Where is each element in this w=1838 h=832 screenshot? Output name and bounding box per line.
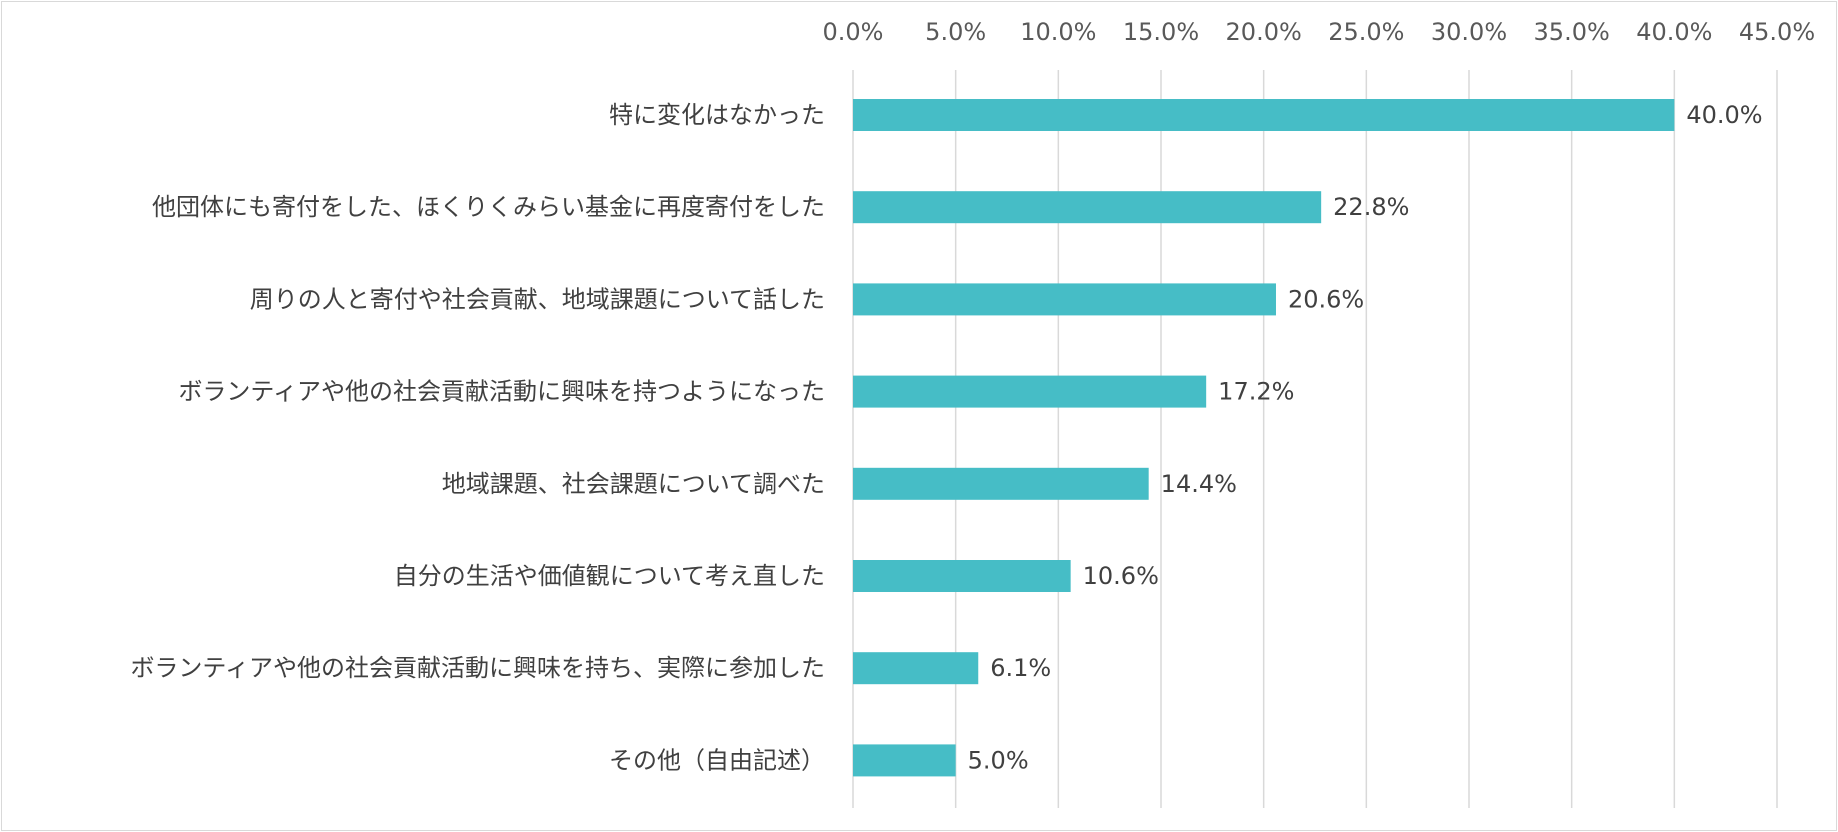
x-tick-label: 25.0% [1328,18,1404,46]
data-label: 20.6% [1288,285,1364,313]
data-label: 17.2% [1218,378,1294,406]
category-label: 他団体にも寄付をした、ほくりくみらい基金に再度寄付をした [152,193,825,221]
x-axis-tick-labels: 0.0% 5.0% 10.0% 15.0% 20.0% 25.0% 30.0% 35.0% 40… [823,18,1816,46]
bars [853,99,1675,777]
category-label: 特に変化はなかった [609,101,825,129]
data-label: 40.0% [1686,101,1762,129]
bar [853,744,956,777]
category-label: 周りの人と寄付や社会貢献、地域課題について話した [250,285,825,313]
bar [853,99,1675,131]
data-label: 10.6% [1083,562,1159,590]
data-label: 14.4% [1161,470,1237,498]
gridlines [852,70,1778,808]
x-tick-label: 40.0% [1636,18,1712,46]
x-tick-label: 0.0% [823,18,884,46]
bar [853,652,979,685]
x-tick-label: 10.0% [1020,18,1096,46]
x-tick-label: 35.0% [1534,18,1610,46]
category-label: その他（自由記述） [609,746,825,774]
category-label: ボランティアや他の社会貢献活動に興味を持ち、実際に参加した [130,654,825,682]
x-tick-label: 15.0% [1123,18,1199,46]
x-tick-label: 20.0% [1226,18,1302,46]
data-label: 22.8% [1333,193,1409,221]
x-tick-label: 30.0% [1431,18,1507,46]
x-tick-label: 5.0% [925,18,986,46]
data-labels: 40.0% 22.8% 20.6% 17.2% 14.4% 10.6% 6.1% 5.0% [968,101,1763,774]
category-label: 地域課題、社会課題について調べた [442,470,825,498]
bar [853,467,1149,500]
bar [853,375,1207,408]
x-tick-label: 45.0% [1739,18,1815,46]
bar [853,283,1276,316]
bar [853,191,1322,224]
category-label: ボランティアや他の社会貢献活動に興味を持つようになった [178,378,825,406]
data-label: 6.1% [990,654,1051,682]
category-label: 自分の生活や価値観について考え直した [394,562,825,590]
bar [853,560,1071,592]
data-label: 5.0% [968,746,1029,774]
category-labels: 特に変化はなかった他団体にも寄付をした、ほくりくみらい基金に再度寄付をした周りの… [130,101,825,774]
